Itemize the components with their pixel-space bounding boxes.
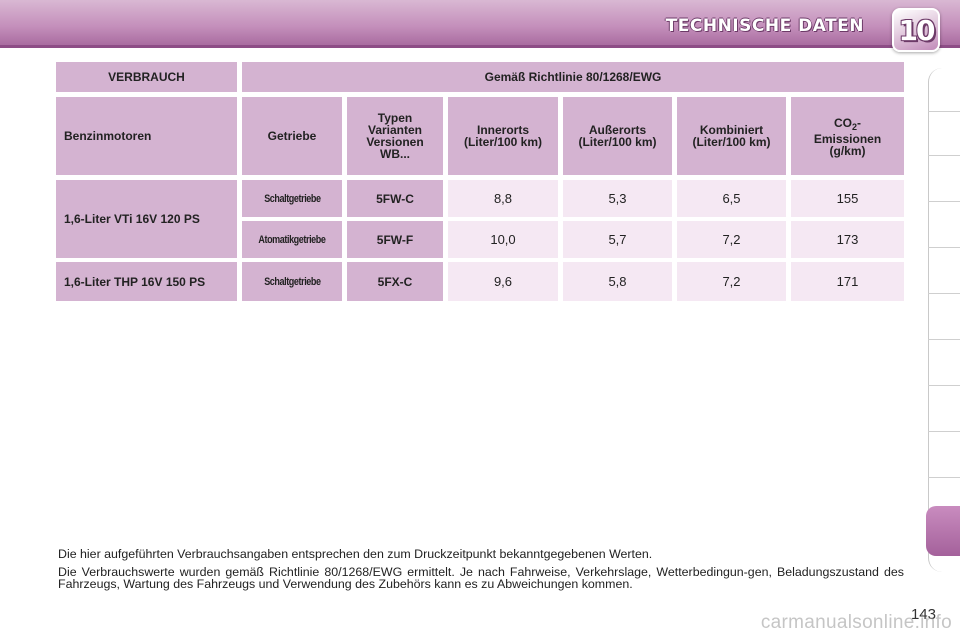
col-extra-urban: Außerorts (Liter/100 km) <box>563 97 672 175</box>
combined-value: 7,2 <box>677 221 786 258</box>
side-tab-2[interactable] <box>928 112 960 156</box>
watermark: carmanualsonline.info <box>760 612 952 633</box>
co2-value: 171 <box>791 262 904 301</box>
type-cell: 5FW-C <box>347 180 443 217</box>
type-cell: 5FX-C <box>347 262 443 301</box>
side-tab-7[interactable] <box>928 342 960 386</box>
col-engines: Benzinmotoren <box>56 97 237 175</box>
co2-subscript: 2 <box>851 122 857 132</box>
notes: Die hier aufgeführten Verbrauchsangaben … <box>58 548 904 596</box>
type-cell: 5FW-F <box>347 221 443 258</box>
gearbox-cell: Atomatikgetriebe <box>242 221 342 258</box>
page-number: 143 <box>910 606 936 623</box>
side-tab-4[interactable] <box>928 204 960 248</box>
side-tab-9[interactable] <box>928 434 960 478</box>
note-paragraph-1: Die hier aufgeführten Verbrauchsangaben … <box>58 547 653 561</box>
header-band <box>0 0 960 48</box>
combined-value: 6,5 <box>677 180 786 217</box>
page-title: TECHNISCHE DATEN <box>665 16 864 36</box>
combined-value: 7,2 <box>677 262 786 301</box>
consumption-header: VERBRAUCH <box>56 62 237 92</box>
gearbox-cell: Schaltgetriebe <box>242 262 342 301</box>
extra-urban-value: 5,3 <box>563 180 672 217</box>
urban-value: 9,6 <box>448 262 558 301</box>
engine-cell-thp: 1,6-Liter THP 16V 150 PS <box>56 262 237 301</box>
co2-value: 173 <box>791 221 904 258</box>
extra-urban-value: 5,8 <box>563 262 672 301</box>
co2-prefix: CO <box>833 116 852 130</box>
side-tab-8[interactable] <box>928 388 960 432</box>
urban-value: 10,0 <box>448 221 558 258</box>
side-tab-5[interactable] <box>928 250 960 294</box>
chapter-badge: 10 <box>892 8 940 52</box>
directive-header: Gemäß Richtlinie 80/1268/EWG <box>242 62 904 92</box>
urban-value: 8,8 <box>448 180 558 217</box>
col-types: Typen Varianten Versionen WB... <box>347 97 443 175</box>
gearbox-cell: Schaltgetriebe <box>242 180 342 217</box>
extra-urban-value: 5,7 <box>563 221 672 258</box>
col-gearbox: Getriebe <box>242 97 342 175</box>
co2-value: 155 <box>791 180 904 217</box>
side-tab-3[interactable] <box>928 158 960 202</box>
side-tab-6[interactable] <box>928 296 960 340</box>
side-tab-active[interactable] <box>926 506 960 556</box>
engine-cell-vti: 1,6-Liter VTi 16V 120 PS <box>56 180 237 258</box>
col-combined: Kombiniert (Liter/100 km) <box>677 97 786 175</box>
col-co2: CO2- Emissionen (g/km) <box>791 97 904 175</box>
side-tab-1[interactable] <box>928 68 960 112</box>
col-urban: Innerorts (Liter/100 km) <box>448 97 558 175</box>
co2-suffix: - Emissionen (g/km) <box>813 116 882 158</box>
side-tabs <box>926 68 960 572</box>
note-paragraph-2: Die Verbrauchswerte wurden gemäß Richtli… <box>58 564 904 591</box>
